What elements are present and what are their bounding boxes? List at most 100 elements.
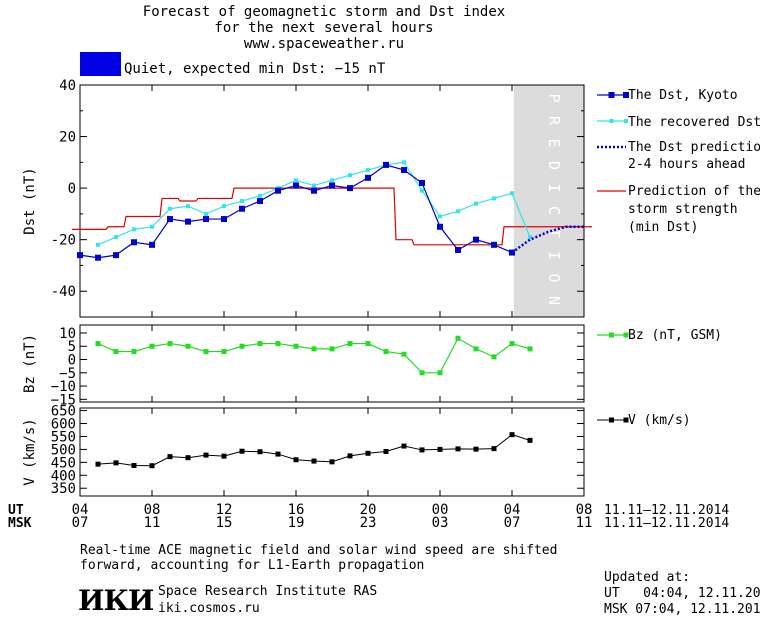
recovered-dst-point bbox=[240, 199, 244, 203]
ut-tick-label: 04 bbox=[72, 502, 89, 518]
dst-kyoto-point bbox=[221, 216, 227, 223]
dst-kyoto-point bbox=[275, 187, 281, 194]
updated-msk: MSK 07:04, 12.11.2014 bbox=[604, 602, 760, 617]
y-tick-label: 40 bbox=[59, 78, 76, 94]
plot-frame bbox=[79, 84, 585, 318]
ut-axis-label: UT bbox=[8, 503, 24, 518]
prediction-band-letter: P bbox=[545, 93, 563, 102]
y-tick-label: −15 bbox=[51, 392, 76, 408]
recovered-dst-point bbox=[186, 204, 190, 209]
legend-strength-label-2: storm strength bbox=[628, 202, 738, 217]
v-point bbox=[509, 432, 515, 438]
y-tick-label: 0 bbox=[68, 353, 76, 369]
plot-frame bbox=[79, 324, 585, 403]
ut-tick-label: 00 bbox=[432, 502, 449, 518]
v-point bbox=[437, 446, 443, 452]
prediction-band-letter: E bbox=[545, 138, 563, 147]
bz-point bbox=[509, 341, 515, 347]
dst-kyoto-point bbox=[239, 205, 245, 212]
recovered-dst-point bbox=[132, 227, 136, 232]
msk-tick-label: 07 bbox=[504, 515, 521, 531]
dst-kyoto-point bbox=[347, 185, 353, 192]
legend-bz-marker bbox=[623, 332, 629, 338]
y-tick-label: −10 bbox=[51, 379, 76, 395]
recovered-dst-point bbox=[258, 193, 262, 198]
legend-dst-label: The Dst, Kyoto bbox=[628, 88, 738, 103]
v-point bbox=[95, 461, 101, 467]
recovered-dst-point bbox=[96, 242, 100, 247]
institute-site-link[interactable]: iki.cosmos.ru bbox=[158, 601, 260, 616]
legend-strength-label-1: Prediction of the bbox=[628, 184, 760, 199]
dst-kyoto-point bbox=[149, 241, 155, 248]
ut-tick-label: 08 bbox=[144, 502, 161, 518]
bz-point bbox=[527, 346, 533, 352]
v-point bbox=[473, 446, 479, 452]
bz-point bbox=[113, 349, 119, 355]
y-tick-label: -40 bbox=[51, 284, 76, 300]
ut-tick-label: 20 bbox=[360, 502, 377, 518]
bz-point bbox=[293, 343, 299, 349]
legend-recovered-label: The recovered Dst bbox=[628, 115, 760, 130]
bz-point bbox=[311, 346, 317, 352]
series-recovered-dst-line bbox=[97, 161, 531, 246]
legend-dst-marker bbox=[623, 92, 629, 98]
v-point bbox=[401, 443, 407, 449]
prediction-band-letter: O bbox=[545, 273, 563, 282]
v-point bbox=[491, 446, 497, 452]
msk-tick-label: 07 bbox=[72, 515, 89, 531]
recovered-dst-point bbox=[150, 224, 154, 229]
v-point bbox=[383, 448, 389, 454]
dst-kyoto-point bbox=[167, 216, 173, 223]
footer-note-line1: Real-time ACE magnetic field and solar w… bbox=[80, 543, 558, 558]
v-point bbox=[275, 451, 281, 457]
msk-tick-label: 11 bbox=[144, 515, 161, 531]
bz-point bbox=[473, 346, 479, 352]
recovered-dst-point bbox=[114, 235, 118, 240]
y-tick-label: 350 bbox=[51, 481, 76, 497]
dst-kyoto-point bbox=[311, 187, 317, 194]
updated-label: Updated at: bbox=[604, 570, 691, 585]
bz-point bbox=[401, 351, 407, 357]
v-point bbox=[149, 463, 155, 469]
status-color-box bbox=[80, 52, 121, 76]
prediction-band-letter: N bbox=[545, 296, 563, 305]
ut-tick-label: 08 bbox=[576, 502, 593, 518]
legend-prediction-label-1: The Dst prediction bbox=[628, 140, 760, 155]
prediction-band-letter: R bbox=[545, 116, 563, 126]
legend-bz-marker bbox=[609, 332, 614, 338]
y-tick-label: −5 bbox=[59, 366, 76, 382]
v-point bbox=[167, 454, 173, 460]
v-point bbox=[419, 447, 425, 453]
msk-tick-label: 19 bbox=[288, 515, 305, 531]
v-point bbox=[203, 452, 209, 458]
legend-bz-label: Bz (nT, GSM) bbox=[628, 328, 722, 343]
recovered-dst-point bbox=[168, 206, 172, 211]
y-tick-label: -20 bbox=[51, 233, 76, 249]
dst-kyoto-point bbox=[329, 182, 335, 189]
dst-kyoto-point bbox=[185, 218, 191, 225]
dst-kyoto-point bbox=[257, 198, 263, 204]
legend-strength-label-3: (min Dst) bbox=[628, 220, 699, 235]
site-link[interactable]: www.spaceweather.ru bbox=[243, 36, 405, 52]
dst-kyoto-point bbox=[473, 236, 479, 243]
recovered-dst-point bbox=[438, 214, 442, 219]
institute-name: Space Research Institute RAS bbox=[158, 584, 378, 599]
legend-v-marker bbox=[609, 417, 614, 423]
bz-point bbox=[167, 341, 173, 347]
plot-frame bbox=[79, 407, 585, 497]
series-bz-line bbox=[97, 337, 531, 374]
dst-kyoto-point bbox=[365, 174, 371, 181]
y-tick-label: 400 bbox=[51, 468, 76, 484]
y-tick-label: 10 bbox=[59, 326, 76, 342]
dst-kyoto-point bbox=[95, 254, 101, 261]
bz-point bbox=[257, 341, 263, 347]
y-axis-title: Dst (nT) bbox=[22, 167, 38, 234]
recovered-dst-point bbox=[474, 201, 478, 206]
v-point bbox=[311, 458, 317, 464]
dst-kyoto-point bbox=[293, 182, 299, 189]
prediction-band-letter: I bbox=[545, 251, 563, 260]
bz-point bbox=[131, 349, 137, 355]
bz-point bbox=[149, 343, 155, 349]
footer-note-line2: forward, accounting for L1-Earth propaga… bbox=[80, 558, 425, 573]
